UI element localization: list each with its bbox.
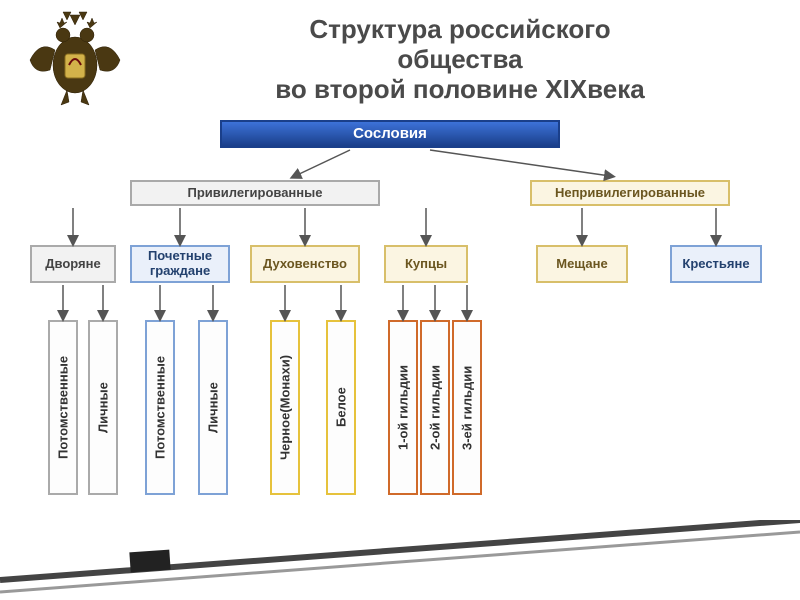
tier4-clergy-black: Черное(Монахи): [270, 320, 300, 495]
title-line-2: общества: [397, 44, 522, 74]
bottom-decoration: [0, 520, 800, 600]
tier4-honorary-personal: Личные: [198, 320, 228, 495]
tier2-unprivileged: Непривилегированные: [530, 180, 730, 206]
tier3-peasants: Крестьяне: [670, 245, 762, 283]
title-line-1: Структура российского: [309, 14, 610, 44]
tier3-nobles: Дворяне: [30, 245, 116, 283]
tier4-nobles-hereditary: Потомственные: [48, 320, 78, 495]
title-line-3: во второй половине XIXвека: [275, 74, 644, 104]
tier4-clergy-white: Белое: [326, 320, 356, 495]
tier3-burghers: Мещане: [536, 245, 628, 283]
tier3-honorary: Почетныеграждане: [130, 245, 230, 283]
tier3-clergy: Духовенство: [250, 245, 360, 283]
tier1-soslovia: Сословия: [220, 120, 560, 148]
tier4-merchants-guild2: 2-ой гильдии: [420, 320, 450, 495]
tier4-honorary-hereditary: Потомственные: [145, 320, 175, 495]
coat-of-arms-emblem: [25, 10, 125, 110]
tier4-nobles-personal: Личные: [88, 320, 118, 495]
tier2-privileged: Привилегированные: [130, 180, 380, 206]
tier3-merchants: Купцы: [384, 245, 468, 283]
tier4-merchants-guild3: 3-ей гильдии: [452, 320, 482, 495]
tier4-merchants-guild1: 1-ой гильдии: [388, 320, 418, 495]
